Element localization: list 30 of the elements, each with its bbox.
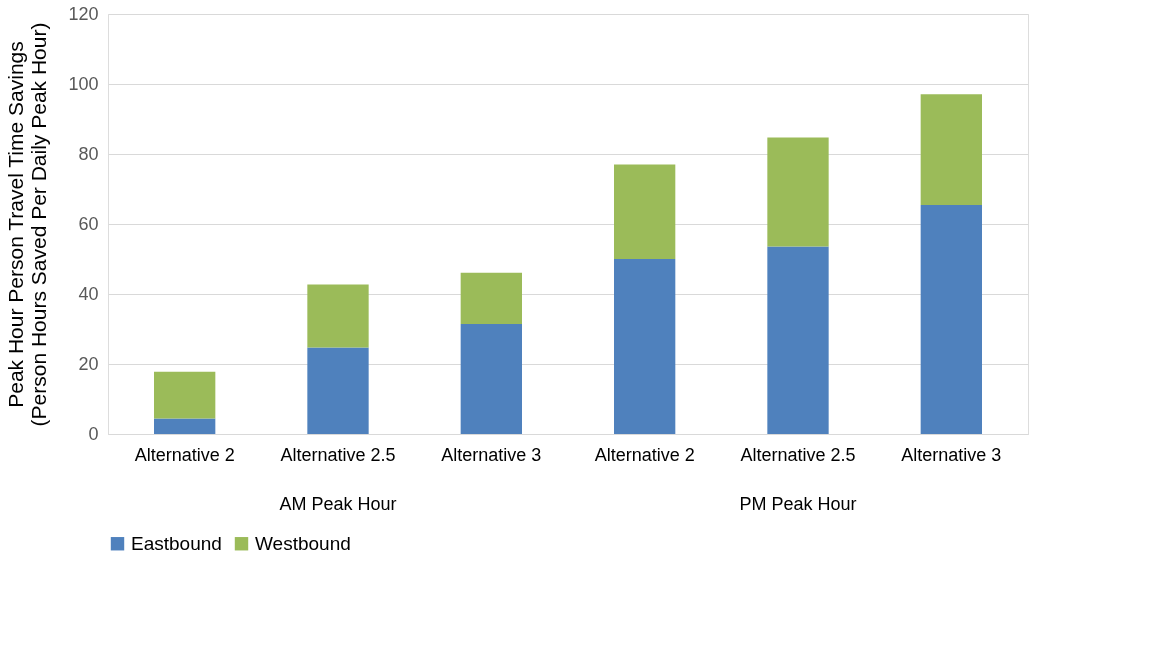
x-tick-label: Alternative 3 xyxy=(441,444,542,465)
y-tick-label: 40 xyxy=(78,283,99,304)
y-tick-label: 60 xyxy=(78,213,99,234)
y-tick-label: 0 xyxy=(88,423,99,444)
x-tick-label: Alternative 2 xyxy=(134,444,235,465)
y-axis-title: Peak Hour Person Travel Time Savings (Person Hours Saved Per Daily Peak Hour) xyxy=(4,22,51,427)
x-tick-label: Alternative 2.5 xyxy=(740,444,856,465)
x-tick-label: Alternative 3 xyxy=(901,444,1002,465)
y-tick-label: 80 xyxy=(78,143,99,164)
bar xyxy=(154,371,216,419)
x-tick-label: Alternative 2.5 xyxy=(280,444,396,465)
y-tick-label: 20 xyxy=(78,353,99,374)
y-tick-label: 100 xyxy=(68,73,99,94)
bar xyxy=(307,284,369,348)
bar xyxy=(767,246,829,434)
bar xyxy=(614,164,676,259)
bar xyxy=(920,94,982,206)
bar xyxy=(460,272,522,325)
text: AM Peak Hour xyxy=(279,494,397,514)
bar xyxy=(460,324,522,434)
y-tick-label: 120 xyxy=(68,3,99,24)
bar xyxy=(154,418,216,434)
legend-label: Westbound xyxy=(255,532,351,554)
bar xyxy=(307,347,369,434)
bar xyxy=(920,205,982,434)
bar xyxy=(614,259,676,434)
bar xyxy=(767,137,829,247)
text: PM Peak Hour xyxy=(739,494,857,514)
x-tick-label: Alternative 2 xyxy=(594,444,695,465)
legend-label: Eastbound xyxy=(131,532,222,554)
